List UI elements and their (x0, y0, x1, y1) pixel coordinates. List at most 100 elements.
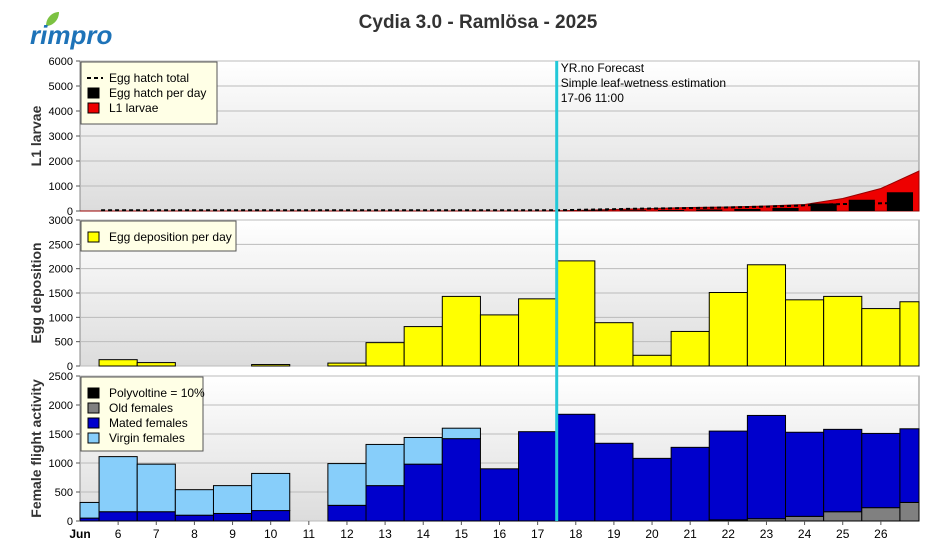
egg-deposition-bar (365, 342, 405, 367)
mated-females-bar (212, 512, 253, 522)
y-tick-label: 3000 (49, 215, 73, 227)
y-axis-label: Female flight activity (28, 379, 44, 518)
y-tick-label: 2500 (49, 371, 73, 383)
virgin-females-bar (174, 489, 214, 516)
x-tick-label: 10 (264, 527, 278, 541)
mated-females-bar (670, 446, 710, 522)
y-tick-label: 500 (55, 487, 73, 499)
mated-females-bar (327, 504, 367, 522)
legend-label: Egg deposition per day (109, 230, 232, 244)
x-tick-label: 21 (684, 527, 698, 541)
legend-box (80, 220, 237, 252)
y-tick-label: 4000 (49, 106, 73, 118)
mated-females-bar (518, 431, 558, 522)
x-tick-label: 18 (569, 527, 583, 541)
mated-females-bar (98, 511, 138, 522)
x-tick-label: 20 (645, 527, 659, 541)
egg-deposition-bar (441, 295, 481, 367)
egg-hatch-bar (658, 210, 685, 211)
egg-deposition-bar (632, 354, 672, 367)
mated-females-bar (746, 414, 787, 520)
egg-hatch-bar (772, 208, 799, 211)
x-tick-label: 26 (874, 527, 888, 541)
virgin-females-bar (327, 463, 367, 506)
virgin-females-bar (212, 485, 253, 514)
legend-box (80, 376, 204, 452)
y-tick-label: 500 (55, 337, 73, 349)
mated-females-bar (365, 485, 405, 522)
y-tick-label: 1000 (49, 312, 73, 324)
egg-deposition-bar (251, 364, 291, 367)
egg-deposition-bar (899, 301, 920, 367)
egg-hatch-bar (581, 210, 608, 211)
legend-label: Egg hatch per day (109, 86, 206, 100)
legend-label: L1 larvae (109, 101, 159, 115)
virgin-females-bar (441, 427, 481, 440)
y-tick-label: 2000 (49, 156, 73, 168)
mated-females-bar (861, 432, 901, 509)
legend-label: Polyvoltine = 10% (109, 386, 205, 400)
x-tick-label: 24 (798, 527, 812, 541)
old-females-bar (785, 515, 825, 522)
legend-label: Virgin females (109, 431, 185, 445)
chart-title: Cydia 3.0 - Ramlösa - 2025 (359, 12, 598, 33)
legend-label: Old females (109, 401, 173, 415)
mated-females-bar (136, 511, 176, 522)
y-tick-label: 2000 (49, 264, 73, 276)
virgin-females-bar (136, 463, 176, 513)
egg-deposition-bar (670, 330, 710, 367)
legend-swatch (87, 87, 100, 99)
egg-deposition-bar (136, 362, 176, 367)
y-tick-label: 0 (67, 361, 73, 373)
virgin-females-bar (403, 436, 443, 465)
x-tick-label: 13 (378, 527, 392, 541)
mated-females-bar (403, 463, 443, 522)
mated-females-bar (594, 442, 634, 522)
legend-swatch (87, 402, 100, 414)
x-tick-label: 14 (417, 527, 431, 541)
x-tick-label: 6 (115, 527, 122, 541)
data-marks (79, 170, 920, 522)
x-month-label: Jun (69, 527, 90, 541)
legend-label: Mated females (109, 416, 188, 430)
y-tick-label: 1500 (49, 288, 73, 300)
x-tick-label: 15 (455, 527, 469, 541)
forecast-time: 17-06 11:00 (561, 91, 624, 105)
virgin-females-bar (365, 443, 405, 487)
mated-females-bar (708, 430, 748, 521)
egg-hatch-bar (848, 199, 875, 211)
forecast-method: Simple leaf-wetness estimation (561, 76, 726, 90)
egg-hatch-total-line (101, 202, 902, 212)
x-tick-label: 22 (722, 527, 736, 541)
egg-deposition-bar (785, 299, 825, 367)
mated-females-bar (785, 431, 825, 517)
egg-deposition-bar (594, 322, 634, 367)
egg-deposition-bar (823, 295, 863, 367)
y-tick-label: 2000 (49, 400, 73, 412)
mated-females-bar (479, 468, 520, 522)
old-females-bar (861, 507, 901, 522)
egg-deposition-bar (327, 362, 367, 367)
legend-swatch (87, 102, 100, 114)
mated-females-bar (174, 514, 214, 522)
egg-deposition-bar (746, 264, 787, 367)
mated-females-bar (823, 428, 863, 513)
x-tick-label: 12 (340, 527, 354, 541)
old-females-bar (899, 501, 920, 522)
old-females-bar (823, 511, 863, 522)
y-axis-label: Egg deposition (28, 242, 44, 343)
egg-hatch-bar (810, 203, 837, 211)
mated-females-bar (556, 413, 596, 522)
y-tick-label: 5000 (49, 81, 73, 93)
x-tick-label: 9 (229, 527, 236, 541)
x-tick-label: 19 (607, 527, 621, 541)
virgin-females-bar (98, 456, 138, 513)
mated-females-bar (441, 438, 481, 522)
y-tick-label: 2500 (49, 239, 73, 251)
legend-swatch (87, 231, 100, 243)
egg-hatch-bar (734, 209, 761, 211)
x-tick-label: 8 (191, 527, 198, 541)
